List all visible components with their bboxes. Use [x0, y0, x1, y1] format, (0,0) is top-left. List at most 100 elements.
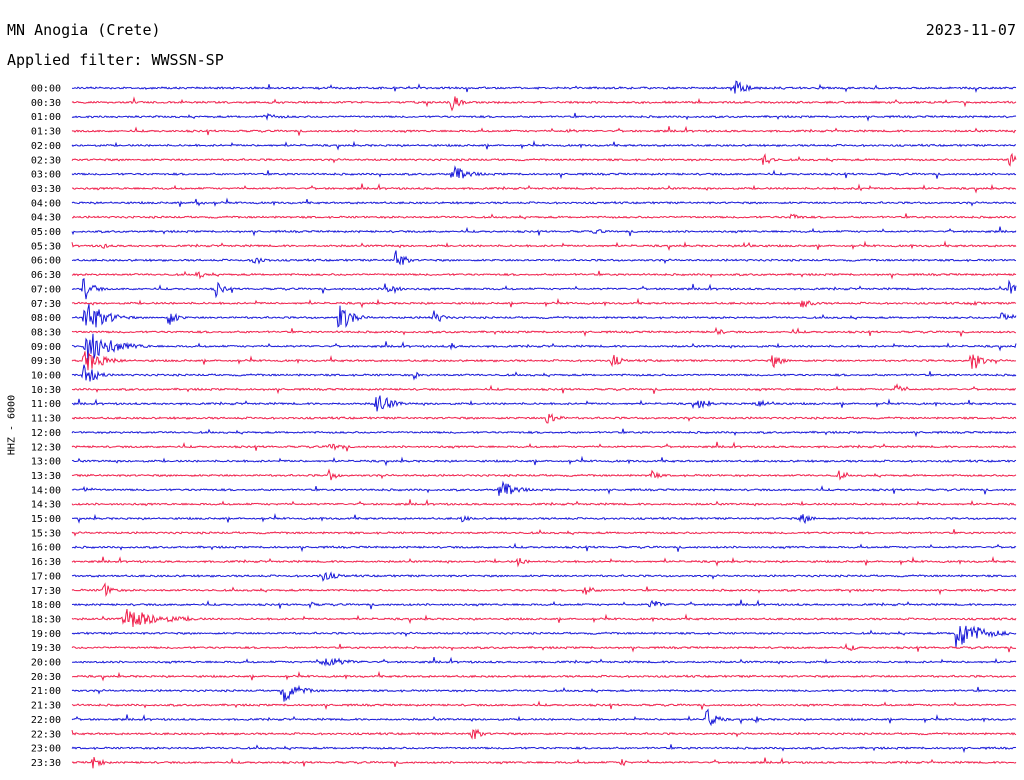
- trace-row-2000: [71, 656, 1017, 667]
- trace-row-0930: [71, 351, 1016, 371]
- trace-row-0330: [71, 183, 1017, 194]
- row-time-label: 12:00: [31, 428, 61, 439]
- trace-row-1400: [71, 480, 1017, 496]
- row-time-label: 14:30: [31, 500, 61, 511]
- trace-row-1200: [71, 428, 1017, 438]
- trace-row-1100: [71, 395, 1017, 412]
- row-time-label: 07:30: [31, 299, 61, 310]
- row-time-label: 18:30: [31, 614, 61, 625]
- trace-row-2030: [71, 670, 1017, 682]
- row-time-label: 14:00: [31, 485, 61, 496]
- trace-row-1330: [71, 468, 1017, 481]
- row-time-label: 20:30: [31, 672, 61, 683]
- trace-row-0730: [71, 297, 1017, 309]
- trace-row-0100: [71, 112, 1017, 122]
- row-time-label: 08:00: [31, 313, 61, 324]
- row-time-label: 11:30: [31, 414, 61, 425]
- trace-row-1430: [71, 498, 1017, 507]
- trace-row-2130: [71, 700, 1017, 711]
- trace-row-0530: [71, 240, 1017, 252]
- row-time-label: 12:30: [31, 442, 61, 453]
- row-time-label: 15:30: [31, 528, 61, 539]
- trace-row-0830: [71, 326, 1017, 337]
- row-time-label: 23:30: [31, 758, 61, 769]
- row-time-label: 22:30: [31, 729, 61, 740]
- trace-row-1530: [71, 529, 1017, 537]
- trace-row-1130: [71, 412, 1017, 424]
- row-time-label: 21:00: [31, 686, 61, 697]
- row-time-label: 23:00: [31, 744, 61, 755]
- row-time-label: 20:00: [31, 658, 61, 669]
- row-time-label: 04:00: [31, 198, 61, 209]
- row-time-label: 17:00: [31, 571, 61, 582]
- row-time-label: 09:30: [31, 356, 61, 367]
- trace-row-0800: [71, 303, 1017, 328]
- trace-row-0630: [71, 270, 1017, 280]
- trace-row-1700: [71, 571, 1017, 582]
- trace-row-1930: [71, 642, 1017, 653]
- row-time-label: 16:30: [31, 557, 61, 568]
- row-time-label: 22:00: [31, 715, 61, 726]
- row-time-label: 21:30: [31, 701, 61, 712]
- row-time-label: 07:00: [31, 284, 61, 295]
- trace-row-1730: [71, 582, 1017, 598]
- filter-label: Applied filter: WWSSN-SP: [7, 51, 224, 69]
- station-title: MN Anogia (Crete): [7, 21, 161, 39]
- row-time-label: 00:30: [31, 98, 61, 109]
- trace-row-0230: [71, 152, 1017, 167]
- row-time-label: 08:30: [31, 327, 61, 338]
- trace-row-0130: [71, 125, 1017, 136]
- row-time-label: 01:00: [31, 112, 61, 123]
- trace-row-0430: [71, 213, 1017, 220]
- trace-row-2100: [71, 684, 1017, 702]
- row-time-label: 02:30: [31, 155, 61, 166]
- trace-row-0030: [71, 96, 1017, 112]
- trace-row-0300: [71, 165, 1017, 180]
- row-time-label: 00:00: [31, 84, 61, 95]
- row-time-label: 02:00: [31, 141, 61, 152]
- trace-row-1830: [71, 609, 1017, 628]
- date-label: 2023-11-07: [925, 21, 1016, 39]
- row-time-label: 05:00: [31, 227, 61, 238]
- trace-row-2300: [71, 744, 1017, 754]
- row-time-label: 18:00: [31, 600, 61, 611]
- row-time-label: 10:00: [31, 371, 61, 382]
- trace-row-1230: [71, 441, 1017, 452]
- trace-row-1000: [71, 364, 1017, 382]
- trace-row-0000: [71, 80, 1017, 94]
- trace-row-2200: [71, 708, 1017, 727]
- row-time-label: 03:30: [31, 184, 61, 195]
- trace-row-0900: [71, 333, 1017, 364]
- trace-row-1900: [71, 625, 1017, 648]
- trace-row-1500: [71, 513, 1017, 525]
- row-time-label: 13:00: [31, 457, 61, 468]
- trace-row-0600: [72, 250, 1017, 266]
- row-time-label: 10:30: [31, 385, 61, 396]
- trace-row-1300: [71, 455, 1017, 467]
- row-time-label: 13:30: [31, 471, 61, 482]
- row-time-label: 19:00: [31, 629, 61, 640]
- row-time-label: 17:30: [31, 586, 61, 597]
- trace-row-1600: [71, 542, 1017, 553]
- row-time-label: 01:30: [31, 127, 61, 138]
- row-time-label: 05:30: [31, 241, 61, 252]
- row-time-label: 09:00: [31, 342, 61, 353]
- trace-row-2230: [71, 728, 1017, 740]
- trace-row-0400: [71, 197, 1017, 207]
- trace-row-2330: [71, 756, 1017, 769]
- trace-row-1800: [71, 599, 1017, 610]
- row-time-label: 06:00: [31, 256, 61, 267]
- trace-row-0700: [71, 277, 1017, 300]
- trace-row-1030: [71, 383, 1017, 395]
- row-time-label: 06:30: [31, 270, 61, 281]
- trace-row-1630: [71, 555, 1017, 568]
- trace-row-0200: [71, 139, 1017, 151]
- row-time-label: 03:00: [31, 170, 61, 181]
- trace-row-0500: [71, 226, 1017, 237]
- row-time-label: 11:00: [31, 399, 61, 410]
- row-time-label: 19:30: [31, 643, 61, 654]
- row-time-label: 16:00: [31, 543, 61, 554]
- row-time-label: 04:30: [31, 213, 61, 224]
- row-time-label: 15:00: [31, 514, 61, 525]
